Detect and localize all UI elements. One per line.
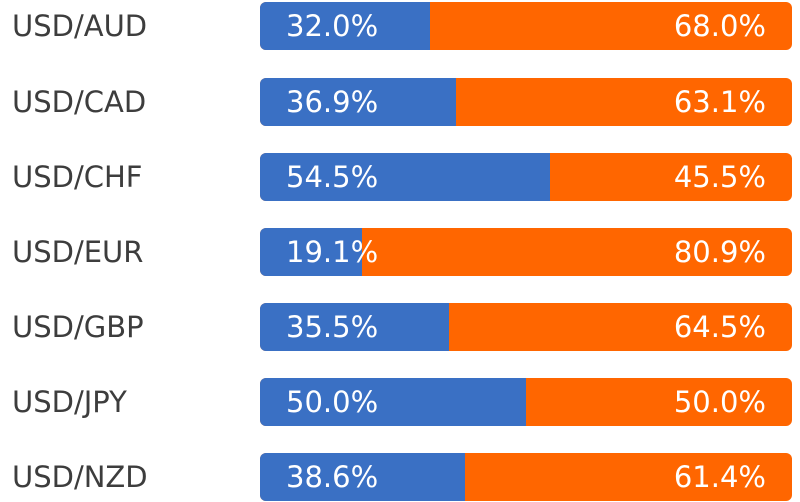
bar-segment-long-usd-nzd <box>260 453 466 501</box>
bar-usd-aud: 32.0% 68.0% <box>260 2 792 50</box>
value-label-long-usd-jpy: 50.0% <box>286 385 379 419</box>
row-usd-eur: USD/EUR 19.1% 80.9% <box>0 227 800 277</box>
pair-label-usd-nzd: USD/NZD <box>12 460 148 494</box>
row-usd-jpy: USD/JPY 50.0% 50.0% <box>0 377 800 427</box>
row-usd-cad: USD/CAD 36.9% 63.1% <box>0 77 800 127</box>
value-label-long-usd-aud: 32.0% <box>286 9 379 43</box>
row-usd-aud: USD/AUD 32.0% 68.0% <box>0 1 800 51</box>
bar-usd-nzd: 38.6% 61.4% <box>260 453 792 501</box>
pair-label-usd-aud: USD/AUD <box>12 9 148 43</box>
bar-segment-long-usd-cad <box>260 78 457 126</box>
value-label-long-usd-gbp: 35.5% <box>286 310 379 344</box>
pair-label-usd-gbp: USD/GBP <box>12 310 144 344</box>
pair-label-usd-chf: USD/CHF <box>12 160 143 194</box>
pair-label-usd-jpy: USD/JPY <box>12 385 127 419</box>
row-usd-chf: USD/CHF 54.5% 45.5% <box>0 152 800 202</box>
bar-segment-long-usd-gbp <box>260 303 449 351</box>
value-label-long-usd-eur: 19.1% <box>286 235 379 269</box>
bar-usd-gbp: 35.5% 64.5% <box>260 303 792 351</box>
bar-segment-long-usd-aud <box>260 2 431 50</box>
row-usd-nzd: USD/NZD 38.6% 61.4% <box>0 452 800 502</box>
value-label-short-usd-gbp: 64.5% <box>673 310 766 344</box>
bar-usd-chf: 54.5% 45.5% <box>260 153 792 201</box>
row-usd-gbp: USD/GBP 35.5% 64.5% <box>0 302 800 352</box>
value-label-short-usd-eur: 80.9% <box>673 235 766 269</box>
value-label-short-usd-cad: 63.1% <box>673 85 766 119</box>
pair-label-usd-eur: USD/EUR <box>12 235 144 269</box>
value-label-short-usd-chf: 45.5% <box>673 160 766 194</box>
pair-label-usd-cad: USD/CAD <box>12 85 147 119</box>
value-label-long-usd-chf: 54.5% <box>286 160 379 194</box>
value-label-short-usd-jpy: 50.0% <box>673 385 766 419</box>
value-label-long-usd-cad: 36.9% <box>286 85 379 119</box>
bar-usd-eur: 19.1% 80.9% <box>260 228 792 276</box>
bar-segment-long-usd-chf <box>260 153 550 201</box>
value-label-short-usd-nzd: 61.4% <box>673 460 766 494</box>
value-label-long-usd-nzd: 38.6% <box>286 460 379 494</box>
value-label-short-usd-aud: 68.0% <box>673 9 766 43</box>
bar-usd-jpy: 50.0% 50.0% <box>260 378 792 426</box>
bar-segment-long-usd-eur <box>260 228 362 276</box>
bar-segment-long-usd-jpy <box>260 378 526 426</box>
bar-usd-cad: 36.9% 63.1% <box>260 78 792 126</box>
